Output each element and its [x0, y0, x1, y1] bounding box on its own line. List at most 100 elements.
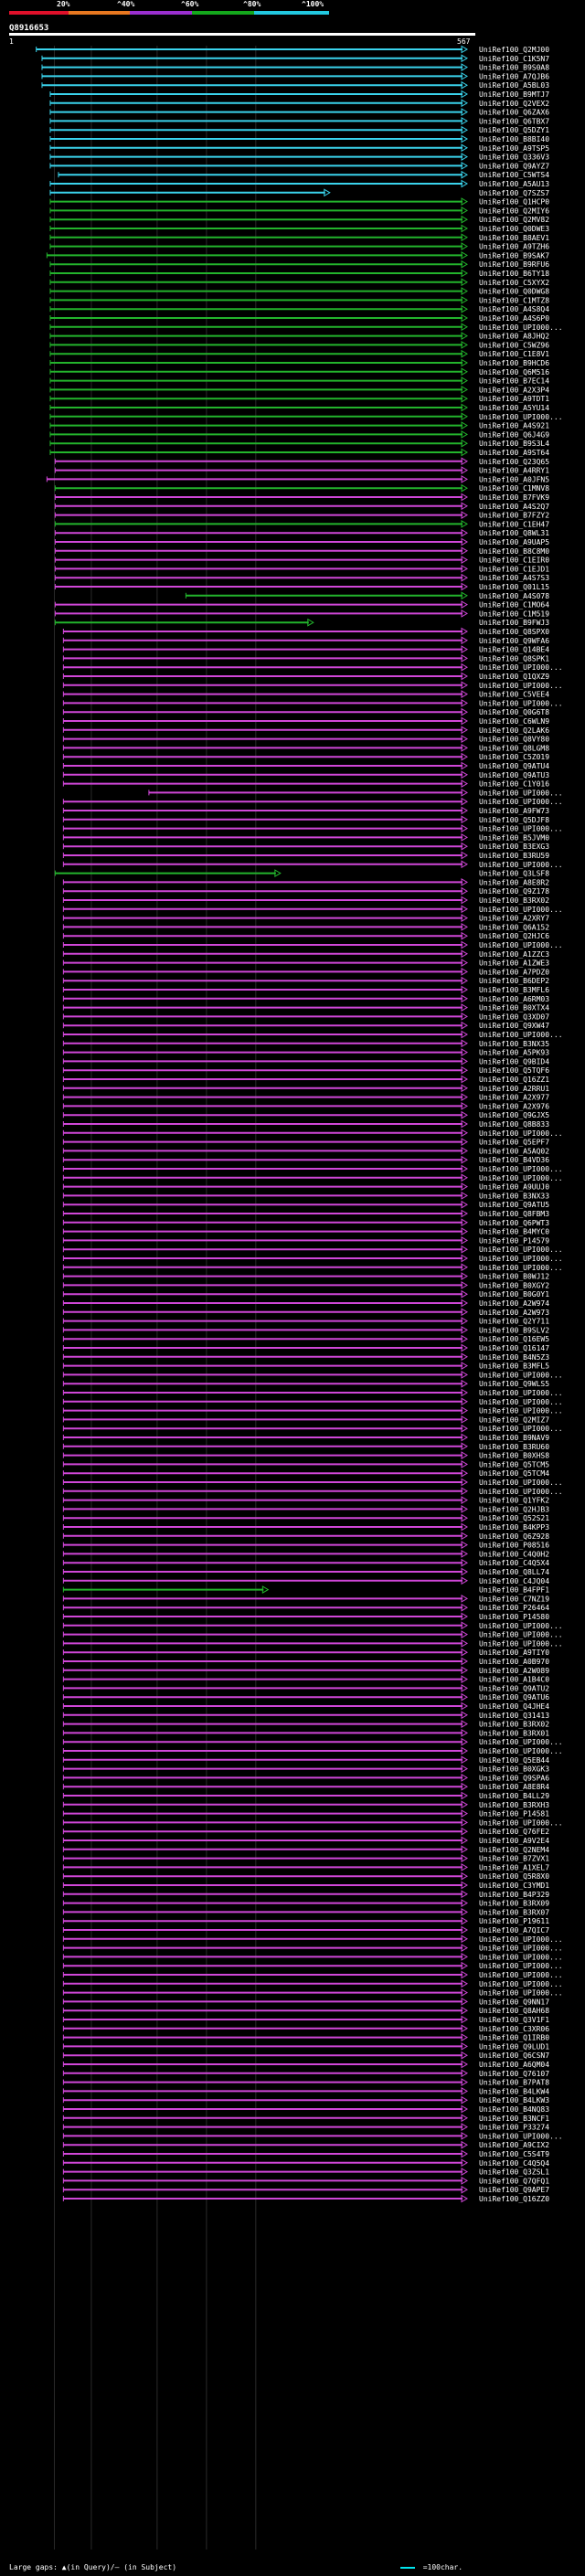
hit-row[interactable]: UniRef100_A2W089 — [62, 1666, 549, 1675]
hit-row[interactable]: UniRef100_A1ZZC3 — [62, 949, 549, 959]
hit-row[interactable]: UniRef100_UPI000... — [148, 789, 563, 797]
hit-row[interactable]: UniRef100_B3RX02 — [62, 1720, 549, 1729]
hit-row[interactable]: UniRef100_A2RRU1 — [62, 1084, 549, 1093]
hit-row[interactable]: UniRef100_B3RU59 — [62, 851, 549, 860]
hit-row[interactable]: UniRef100_Q2Y711 — [62, 1317, 549, 1326]
hit-row[interactable]: UniRef100_Q6J4G9 — [49, 430, 549, 439]
hit-row[interactable]: UniRef100_UPI000... — [62, 663, 563, 672]
hit-row[interactable]: UniRef100_A8E8R4 — [62, 1782, 549, 1791]
hit-row[interactable]: UniRef100_A9TZH6 — [49, 242, 549, 251]
hit-row[interactable]: UniRef100_A9ST64 — [49, 448, 549, 457]
hit-row[interactable]: UniRef100_B4N5Z3 — [62, 1352, 549, 1362]
hit-row[interactable]: UniRef100_A2X3P4 — [49, 386, 549, 394]
hit-row[interactable]: UniRef100_C4Q5Q4 — [62, 2158, 549, 2168]
hit-row[interactable]: UniRef100_B4KPP3 — [62, 1522, 549, 1532]
hit-row[interactable]: UniRef100_Q8WL31 — [54, 528, 549, 537]
hit-row[interactable]: UniRef100_C1EH47 — [54, 520, 549, 528]
hit-row[interactable]: UniRef100_B6TY18 — [49, 269, 549, 278]
hit-row[interactable]: UniRef100_A5AU13 — [49, 179, 549, 188]
hit-row[interactable]: UniRef100_B3RX07 — [62, 1908, 549, 1916]
hit-row[interactable]: UniRef100_UPI000... — [62, 1988, 563, 1998]
hit-row[interactable]: UniRef100_Q9APE7 — [62, 2185, 549, 2194]
hit-row[interactable]: UniRef100_Q6ZAX6 — [49, 108, 549, 117]
hit-row[interactable]: UniRef100_Q9GJX5 — [62, 1110, 549, 1119]
hit-row[interactable]: UniRef100_C4JQ04 — [62, 1576, 549, 1585]
hit-row[interactable]: UniRef100_B7ZVX1 — [62, 1854, 549, 1863]
hit-row[interactable]: UniRef100_UPI000... — [62, 1639, 563, 1648]
hit-row[interactable]: UniRef100_P14580 — [62, 1612, 549, 1621]
hit-row[interactable]: UniRef100_A4S6P0 — [49, 313, 549, 323]
hit-row[interactable]: UniRef100_B7EC14 — [49, 376, 549, 386]
hit-row[interactable]: UniRef100_B0WJ12 — [62, 1272, 549, 1281]
hit-row[interactable]: UniRef100_A4S078 — [185, 591, 549, 600]
hit-row[interactable]: UniRef100_UPI000... — [62, 1478, 563, 1487]
hit-row[interactable]: UniRef100_B4LKW4 — [62, 2087, 549, 2095]
hit-row[interactable]: UniRef100_Q9XW47 — [62, 1021, 549, 1030]
hit-row[interactable]: UniRef100_B3RX01 — [62, 1729, 549, 1737]
hit-row[interactable]: UniRef100_Q2HJC6 — [62, 931, 549, 940]
hit-row[interactable]: UniRef100_B4LKW3 — [62, 2095, 549, 2104]
hit-row[interactable]: UniRef100_UPI000... — [62, 1397, 563, 1406]
hit-row[interactable]: UniRef100_B9FWJ3 — [54, 618, 549, 627]
hit-row[interactable]: UniRef100_UPI000... — [62, 1746, 563, 1755]
hit-row[interactable]: UniRef100_UPI000... — [62, 1979, 563, 1988]
hit-row[interactable]: UniRef100_UPI000... — [62, 1953, 563, 1961]
hit-row[interactable]: UniRef100_Q9WFA6 — [62, 636, 549, 645]
hit-row[interactable]: UniRef100_C1MNV8 — [54, 483, 549, 493]
hit-row[interactable]: UniRef100_A1XEL7 — [62, 1863, 549, 1871]
hit-row[interactable]: UniRef100_A4S921 — [49, 421, 549, 430]
hit-row[interactable]: UniRef100_B8C8M0 — [54, 546, 549, 556]
hit-row[interactable]: UniRef100_Q52S21 — [62, 1513, 549, 1522]
hit-row[interactable]: UniRef100_A7QIC7 — [62, 1925, 549, 1935]
hit-row[interactable]: UniRef100_Q14BE4 — [62, 645, 549, 654]
hit-row[interactable]: UniRef100_A9TIY0 — [62, 1648, 549, 1657]
hit-row[interactable]: UniRef100_B5JVM0 — [62, 833, 549, 842]
hit-row[interactable]: UniRef100_A6QM04 — [62, 2060, 549, 2069]
hit-row[interactable]: UniRef100_UPI000... — [62, 2132, 563, 2140]
hit-row[interactable]: UniRef100_B0XGK3 — [62, 1765, 549, 1774]
hit-row[interactable]: UniRef100_Q2MIZ7 — [62, 1415, 549, 1424]
hit-row[interactable]: UniRef100_Q2MV82 — [49, 215, 549, 224]
hit-row[interactable]: UniRef100_Q1HCP0 — [49, 197, 549, 207]
hit-row[interactable]: UniRef100_A8E8R2 — [62, 878, 549, 886]
hit-row[interactable]: UniRef100_Q5EB44 — [62, 1755, 549, 1765]
hit-row[interactable]: UniRef100_B9SLV2 — [62, 1326, 549, 1334]
hit-row[interactable]: UniRef100_B3EXG3 — [62, 842, 549, 851]
hit-row[interactable]: UniRef100_A8JHQ2 — [49, 332, 549, 341]
hit-row[interactable]: UniRef100_C5Z019 — [62, 752, 549, 761]
hit-row[interactable]: UniRef100_B3MFL5 — [62, 1362, 549, 1371]
hit-row[interactable]: UniRef100_B9MTJ7 — [49, 90, 549, 99]
hit-row[interactable]: UniRef100_C1K5N7 — [41, 54, 549, 63]
hit-row[interactable]: UniRef100_Q336V3 — [49, 153, 549, 162]
hit-row[interactable]: UniRef100_P26464 — [62, 1603, 549, 1612]
hit-row[interactable]: UniRef100_A2W974 — [62, 1299, 549, 1308]
hit-row[interactable]: UniRef100_C1MTZ8 — [49, 296, 549, 304]
hit-row[interactable]: UniRef100_A6RM03 — [62, 994, 549, 1003]
hit-row[interactable]: UniRef100_Q5DZY1 — [49, 125, 549, 134]
hit-row[interactable]: UniRef100_A4S8Q4 — [49, 304, 549, 313]
hit-row[interactable]: UniRef100_B3RX09 — [62, 1899, 549, 1908]
hit-row[interactable]: UniRef100_C4Q5X4 — [62, 1558, 549, 1567]
hit-row[interactable]: UniRef100_UPI000... — [62, 681, 563, 690]
hit-row[interactable]: UniRef100_B4FPF1 — [62, 1585, 549, 1595]
hit-row[interactable]: UniRef100_B9NAV9 — [62, 1433, 549, 1442]
hit-row[interactable]: UniRef100_Q3XD07 — [62, 1012, 549, 1021]
hit-row[interactable]: UniRef100_Q5TCM5 — [62, 1460, 549, 1468]
hit-row[interactable]: UniRef100_Q3ZSL1 — [62, 2168, 549, 2177]
hit-row[interactable]: UniRef100_A9TDT1 — [49, 394, 549, 403]
hit-row[interactable]: UniRef100_UPI000... — [62, 1173, 563, 1182]
hit-row[interactable]: UniRef100_Q6PWT3 — [62, 1218, 549, 1227]
hit-row[interactable]: UniRef100_UPI000... — [62, 1970, 563, 1979]
hit-row[interactable]: UniRef100_UPI000... — [62, 1630, 563, 1639]
hit-row[interactable]: UniRef100_C5XYX2 — [49, 278, 549, 287]
hit-row[interactable]: UniRef100_A4RRY1 — [54, 466, 549, 475]
hit-row[interactable]: UniRef100_B7PAT8 — [62, 2078, 549, 2087]
hit-row[interactable]: UniRef100_A9FW73 — [62, 806, 549, 815]
hit-row[interactable]: UniRef100_Q2VEX2 — [49, 99, 549, 108]
hit-row[interactable]: UniRef100_UPI000... — [49, 323, 563, 332]
hit-row[interactable]: UniRef100_Q8SPX0 — [62, 627, 549, 636]
hit-row[interactable]: UniRef100_A5YU14 — [49, 403, 549, 412]
hit-row[interactable]: UniRef100_Q8LL74 — [62, 1567, 549, 1576]
hit-row[interactable]: UniRef100_B4MYC0 — [62, 1227, 549, 1236]
hit-row[interactable]: UniRef100_C5WZ96 — [49, 341, 549, 349]
